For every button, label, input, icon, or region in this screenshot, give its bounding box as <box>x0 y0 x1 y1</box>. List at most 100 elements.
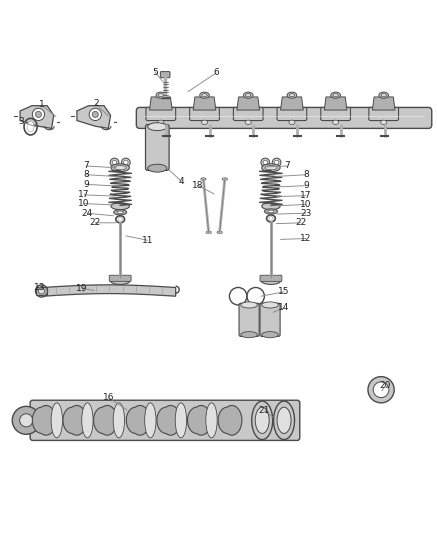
Ellipse shape <box>114 209 127 215</box>
Ellipse shape <box>245 120 251 125</box>
Ellipse shape <box>333 120 339 125</box>
Polygon shape <box>63 406 87 435</box>
Ellipse shape <box>111 203 129 209</box>
Ellipse shape <box>202 94 207 96</box>
Circle shape <box>124 160 128 165</box>
Ellipse shape <box>381 94 386 96</box>
Circle shape <box>110 158 119 167</box>
Ellipse shape <box>381 120 387 125</box>
FancyBboxPatch shape <box>160 71 170 78</box>
FancyBboxPatch shape <box>321 108 350 120</box>
Text: 2: 2 <box>94 100 99 108</box>
Ellipse shape <box>206 403 217 438</box>
FancyBboxPatch shape <box>277 108 307 120</box>
Circle shape <box>373 382 389 398</box>
Circle shape <box>20 414 33 427</box>
Ellipse shape <box>243 92 253 98</box>
Ellipse shape <box>110 277 130 285</box>
Ellipse shape <box>277 407 291 433</box>
Polygon shape <box>372 97 395 110</box>
Circle shape <box>112 160 117 165</box>
Ellipse shape <box>262 302 278 308</box>
Ellipse shape <box>200 92 209 98</box>
Circle shape <box>274 160 279 165</box>
Circle shape <box>261 158 270 167</box>
FancyBboxPatch shape <box>109 275 131 281</box>
Text: 19: 19 <box>76 284 88 293</box>
Polygon shape <box>281 97 303 110</box>
Text: 23: 23 <box>300 209 312 217</box>
Ellipse shape <box>262 332 278 338</box>
Ellipse shape <box>145 403 156 438</box>
Text: 21: 21 <box>259 406 270 415</box>
Ellipse shape <box>241 302 257 308</box>
Circle shape <box>32 108 45 120</box>
Ellipse shape <box>265 166 277 170</box>
Text: 17: 17 <box>78 190 90 199</box>
Text: 7: 7 <box>83 161 90 171</box>
FancyBboxPatch shape <box>260 303 280 336</box>
FancyBboxPatch shape <box>146 125 169 171</box>
Ellipse shape <box>82 403 93 438</box>
Ellipse shape <box>261 277 281 285</box>
Text: 22: 22 <box>90 219 101 227</box>
Ellipse shape <box>252 401 273 440</box>
Ellipse shape <box>289 120 295 125</box>
Circle shape <box>272 158 281 167</box>
Text: 14: 14 <box>278 303 290 312</box>
Ellipse shape <box>113 403 125 438</box>
Text: 22: 22 <box>295 219 306 227</box>
Ellipse shape <box>264 209 277 214</box>
Polygon shape <box>324 97 347 110</box>
Text: 9: 9 <box>303 181 309 190</box>
Ellipse shape <box>217 231 222 234</box>
Ellipse shape <box>262 164 280 172</box>
Ellipse shape <box>111 164 129 172</box>
Text: 7: 7 <box>284 161 291 171</box>
Polygon shape <box>218 406 242 435</box>
Text: 10: 10 <box>78 199 90 208</box>
Text: 17: 17 <box>300 191 312 200</box>
Ellipse shape <box>158 120 164 125</box>
Polygon shape <box>126 406 150 435</box>
Ellipse shape <box>255 407 269 433</box>
Text: 5: 5 <box>152 68 158 77</box>
Ellipse shape <box>274 401 295 440</box>
Circle shape <box>263 160 267 165</box>
Ellipse shape <box>289 94 295 96</box>
Ellipse shape <box>148 164 167 172</box>
Circle shape <box>92 111 98 117</box>
Text: 10: 10 <box>300 200 312 209</box>
FancyBboxPatch shape <box>136 108 432 128</box>
Ellipse shape <box>201 120 208 125</box>
Polygon shape <box>157 406 181 435</box>
Ellipse shape <box>156 92 166 98</box>
Text: 20: 20 <box>380 381 391 390</box>
FancyBboxPatch shape <box>369 108 399 120</box>
Polygon shape <box>43 285 176 296</box>
FancyBboxPatch shape <box>30 400 300 440</box>
Ellipse shape <box>246 94 251 96</box>
Ellipse shape <box>206 231 211 234</box>
Text: 1: 1 <box>38 100 45 109</box>
Circle shape <box>35 111 42 117</box>
Ellipse shape <box>287 92 297 98</box>
Polygon shape <box>32 406 56 435</box>
Circle shape <box>38 288 45 294</box>
Ellipse shape <box>27 122 34 132</box>
Ellipse shape <box>201 178 206 180</box>
Polygon shape <box>149 97 172 110</box>
Text: 18: 18 <box>192 181 203 190</box>
Text: 16: 16 <box>103 393 114 402</box>
Text: 8: 8 <box>303 170 309 179</box>
FancyBboxPatch shape <box>239 303 259 336</box>
Ellipse shape <box>175 403 187 438</box>
Polygon shape <box>77 106 111 128</box>
Ellipse shape <box>331 92 340 98</box>
Text: 4: 4 <box>179 177 184 186</box>
Ellipse shape <box>117 211 123 214</box>
Ellipse shape <box>114 166 126 170</box>
Polygon shape <box>20 106 54 128</box>
Circle shape <box>89 108 101 120</box>
FancyBboxPatch shape <box>260 275 282 281</box>
